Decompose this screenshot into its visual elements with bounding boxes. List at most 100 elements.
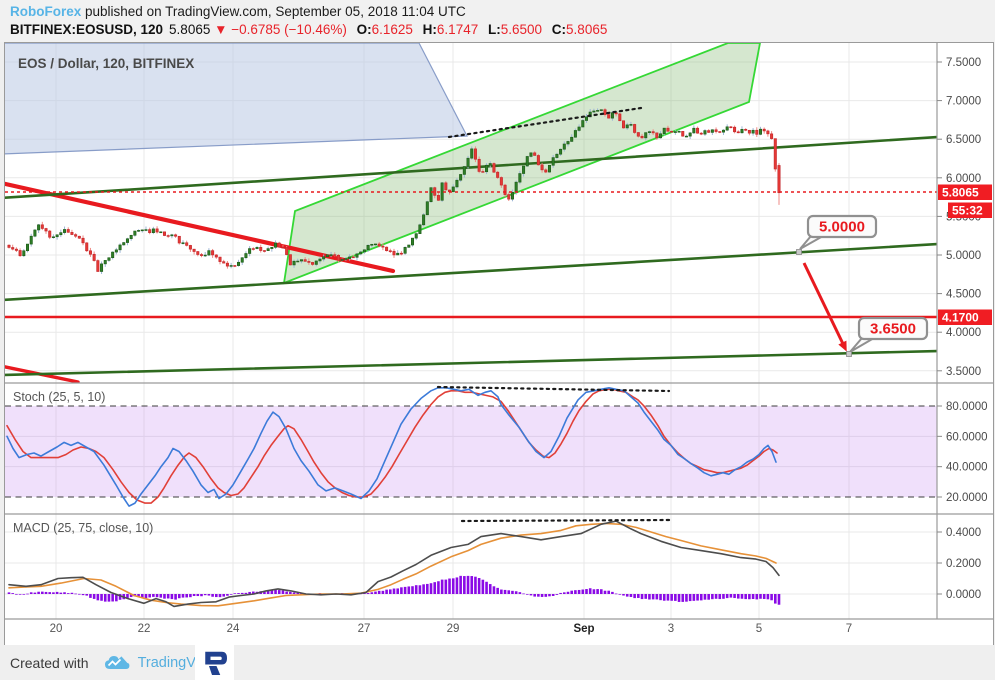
macd-histogram-bar bbox=[248, 591, 251, 594]
candle-body bbox=[296, 260, 300, 263]
axis-tick-label: 0.4000 bbox=[946, 527, 981, 539]
time-tick-label: 29 bbox=[447, 623, 460, 635]
macd-histogram-bar bbox=[388, 589, 392, 594]
symbol-label: BITFINEX:EOSUSD, 120 bbox=[10, 22, 164, 37]
candle-body bbox=[596, 110, 600, 112]
candle-body bbox=[11, 247, 15, 250]
candle-body bbox=[88, 250, 92, 255]
macd-histogram-bar bbox=[777, 594, 781, 605]
candle-body bbox=[122, 242, 126, 246]
macd-histogram-bar bbox=[33, 592, 37, 594]
macd-histogram-bar bbox=[92, 594, 96, 599]
macd-histogram-bar bbox=[37, 591, 40, 594]
macd-histogram-bar bbox=[289, 591, 292, 594]
last-price-label: 5.8065 bbox=[942, 186, 979, 200]
candle-body bbox=[244, 253, 248, 259]
macd-histogram-bar bbox=[729, 594, 733, 598]
macd-histogram-bar bbox=[418, 585, 422, 594]
macd-histogram-bar bbox=[277, 590, 281, 594]
candle-body bbox=[758, 128, 762, 135]
candle-body bbox=[692, 127, 696, 134]
macd-histogram-bar bbox=[581, 589, 585, 594]
time-tick-label: 3 bbox=[668, 623, 674, 635]
macd-histogram-bar bbox=[470, 576, 474, 594]
candle-body bbox=[440, 182, 444, 201]
candle-body bbox=[607, 114, 611, 119]
anchor-handle-dot bbox=[796, 249, 802, 255]
macd-histogram-bar bbox=[414, 585, 418, 594]
candle-body bbox=[721, 129, 725, 133]
candle-body bbox=[499, 177, 503, 186]
candle-body bbox=[677, 131, 681, 133]
macd-histogram-bar bbox=[555, 594, 559, 595]
macd-histogram-bar bbox=[459, 575, 462, 594]
macd-signal-line bbox=[8, 522, 777, 607]
macd-histogram-bar bbox=[107, 594, 111, 602]
candle-body bbox=[7, 244, 11, 248]
macd-histogram-bar bbox=[585, 589, 588, 594]
candle-body bbox=[107, 257, 111, 261]
candle-body bbox=[411, 237, 415, 246]
candle-body bbox=[444, 182, 448, 191]
macd-histogram-bar bbox=[744, 594, 747, 600]
down-arrow-icon: ▼ bbox=[214, 22, 228, 37]
macd-histogram-bar bbox=[144, 594, 148, 599]
candle-body bbox=[518, 173, 522, 183]
macd-histogram-bar bbox=[451, 578, 455, 594]
candle-body bbox=[351, 256, 355, 259]
candle-body bbox=[418, 224, 422, 234]
macd-histogram-bar bbox=[96, 594, 100, 601]
candle-body bbox=[222, 261, 226, 264]
candle-body bbox=[237, 261, 241, 266]
candle-body bbox=[736, 131, 740, 134]
candle-body bbox=[455, 179, 459, 188]
macd-histogram-bar bbox=[574, 590, 577, 594]
candle-body bbox=[155, 228, 159, 233]
macd-histogram-bar bbox=[770, 594, 773, 601]
macd-histogram-bar bbox=[748, 594, 751, 600]
macd-histogram-bar bbox=[492, 586, 496, 594]
candle-body bbox=[581, 120, 585, 128]
macd-histogram-bar bbox=[559, 592, 562, 594]
candle-body bbox=[240, 257, 244, 263]
publisher-link[interactable]: RoboForex bbox=[10, 4, 82, 19]
macd-divergence-dotted-line bbox=[460, 518, 671, 523]
candle-body bbox=[177, 235, 181, 244]
candle-body bbox=[322, 256, 326, 260]
candle-body bbox=[507, 194, 511, 200]
change-value: −0.6785 (−10.46%) bbox=[231, 22, 347, 37]
candle-body bbox=[248, 248, 252, 254]
candle-body bbox=[522, 165, 526, 174]
macd-line bbox=[8, 520, 780, 608]
candle-body bbox=[192, 248, 196, 252]
candle-body bbox=[355, 253, 359, 258]
candle-body bbox=[55, 234, 59, 238]
level-4-17-label: 4.1700 bbox=[942, 311, 979, 325]
macd-histogram-bar bbox=[618, 594, 622, 595]
macd-histogram-bar bbox=[78, 593, 81, 595]
macd-histogram-bar bbox=[696, 594, 699, 601]
candle-body bbox=[714, 129, 718, 132]
macd-histogram-bar bbox=[422, 584, 425, 594]
candle-body bbox=[570, 136, 574, 142]
candle-body bbox=[292, 260, 296, 266]
tradingview-cloud-icon[interactable] bbox=[103, 654, 130, 671]
candle-body bbox=[336, 254, 340, 261]
candle-body bbox=[640, 135, 644, 139]
candle-body bbox=[459, 174, 463, 181]
candle-body bbox=[66, 229, 70, 233]
candle-body bbox=[381, 245, 385, 248]
macd-histogram-bar bbox=[381, 590, 385, 594]
macd-histogram-bar bbox=[270, 589, 274, 594]
candle-body bbox=[148, 229, 152, 233]
macd-histogram-bar bbox=[159, 594, 163, 598]
callout-box bbox=[857, 316, 929, 341]
candle-body bbox=[133, 230, 137, 236]
candle-body bbox=[510, 192, 514, 200]
candle-body bbox=[377, 243, 381, 247]
candle-body bbox=[762, 128, 766, 132]
stoch-band bbox=[5, 406, 937, 498]
macd-histogram-bar bbox=[274, 589, 277, 594]
candle-body bbox=[318, 258, 322, 262]
candle-body bbox=[462, 166, 466, 175]
